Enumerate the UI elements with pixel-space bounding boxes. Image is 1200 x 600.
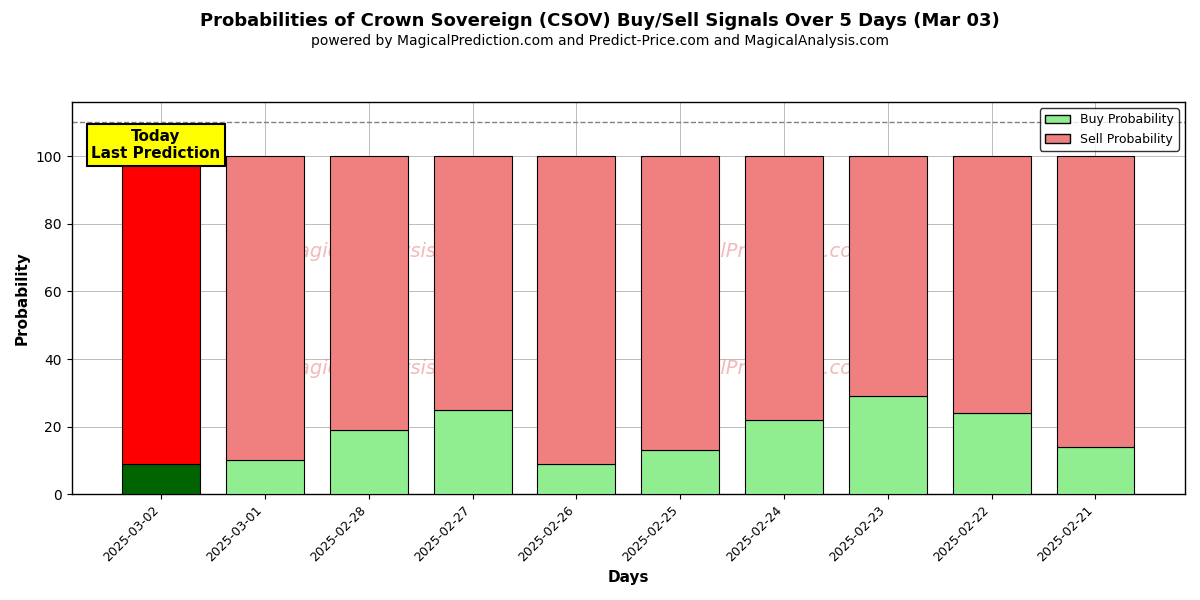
Bar bbox=[433, 156, 511, 410]
Bar bbox=[226, 156, 304, 460]
Bar bbox=[641, 156, 719, 451]
Bar bbox=[848, 396, 926, 494]
Bar bbox=[122, 464, 200, 494]
Bar bbox=[953, 156, 1031, 413]
X-axis label: Days: Days bbox=[607, 570, 649, 585]
Text: MagicalPrediction.com: MagicalPrediction.com bbox=[652, 242, 872, 260]
Text: powered by MagicalPrediction.com and Predict-Price.com and MagicalAnalysis.com: powered by MagicalPrediction.com and Pre… bbox=[311, 34, 889, 48]
Y-axis label: Probability: Probability bbox=[16, 251, 30, 345]
Bar bbox=[745, 156, 823, 420]
Bar bbox=[745, 420, 823, 494]
Bar bbox=[226, 460, 304, 494]
Bar bbox=[1056, 447, 1134, 494]
Bar bbox=[330, 156, 408, 430]
Bar bbox=[122, 156, 200, 464]
Legend: Buy Probability, Sell Probability: Buy Probability, Sell Probability bbox=[1040, 108, 1178, 151]
Text: MagicalAnalysis.com: MagicalAnalysis.com bbox=[282, 242, 485, 260]
Text: Probabilities of Crown Sovereign (CSOV) Buy/Sell Signals Over 5 Days (Mar 03): Probabilities of Crown Sovereign (CSOV) … bbox=[200, 12, 1000, 30]
Bar bbox=[330, 430, 408, 494]
Text: MagicalAnalysis.com: MagicalAnalysis.com bbox=[282, 359, 485, 378]
Bar bbox=[538, 156, 616, 464]
Bar bbox=[953, 413, 1031, 494]
Bar bbox=[538, 464, 616, 494]
Bar bbox=[433, 410, 511, 494]
Text: Today
Last Prediction: Today Last Prediction bbox=[91, 129, 221, 161]
Text: MagicalPrediction.com: MagicalPrediction.com bbox=[652, 359, 872, 378]
Bar bbox=[848, 156, 926, 396]
Bar bbox=[641, 451, 719, 494]
Bar bbox=[1056, 156, 1134, 447]
